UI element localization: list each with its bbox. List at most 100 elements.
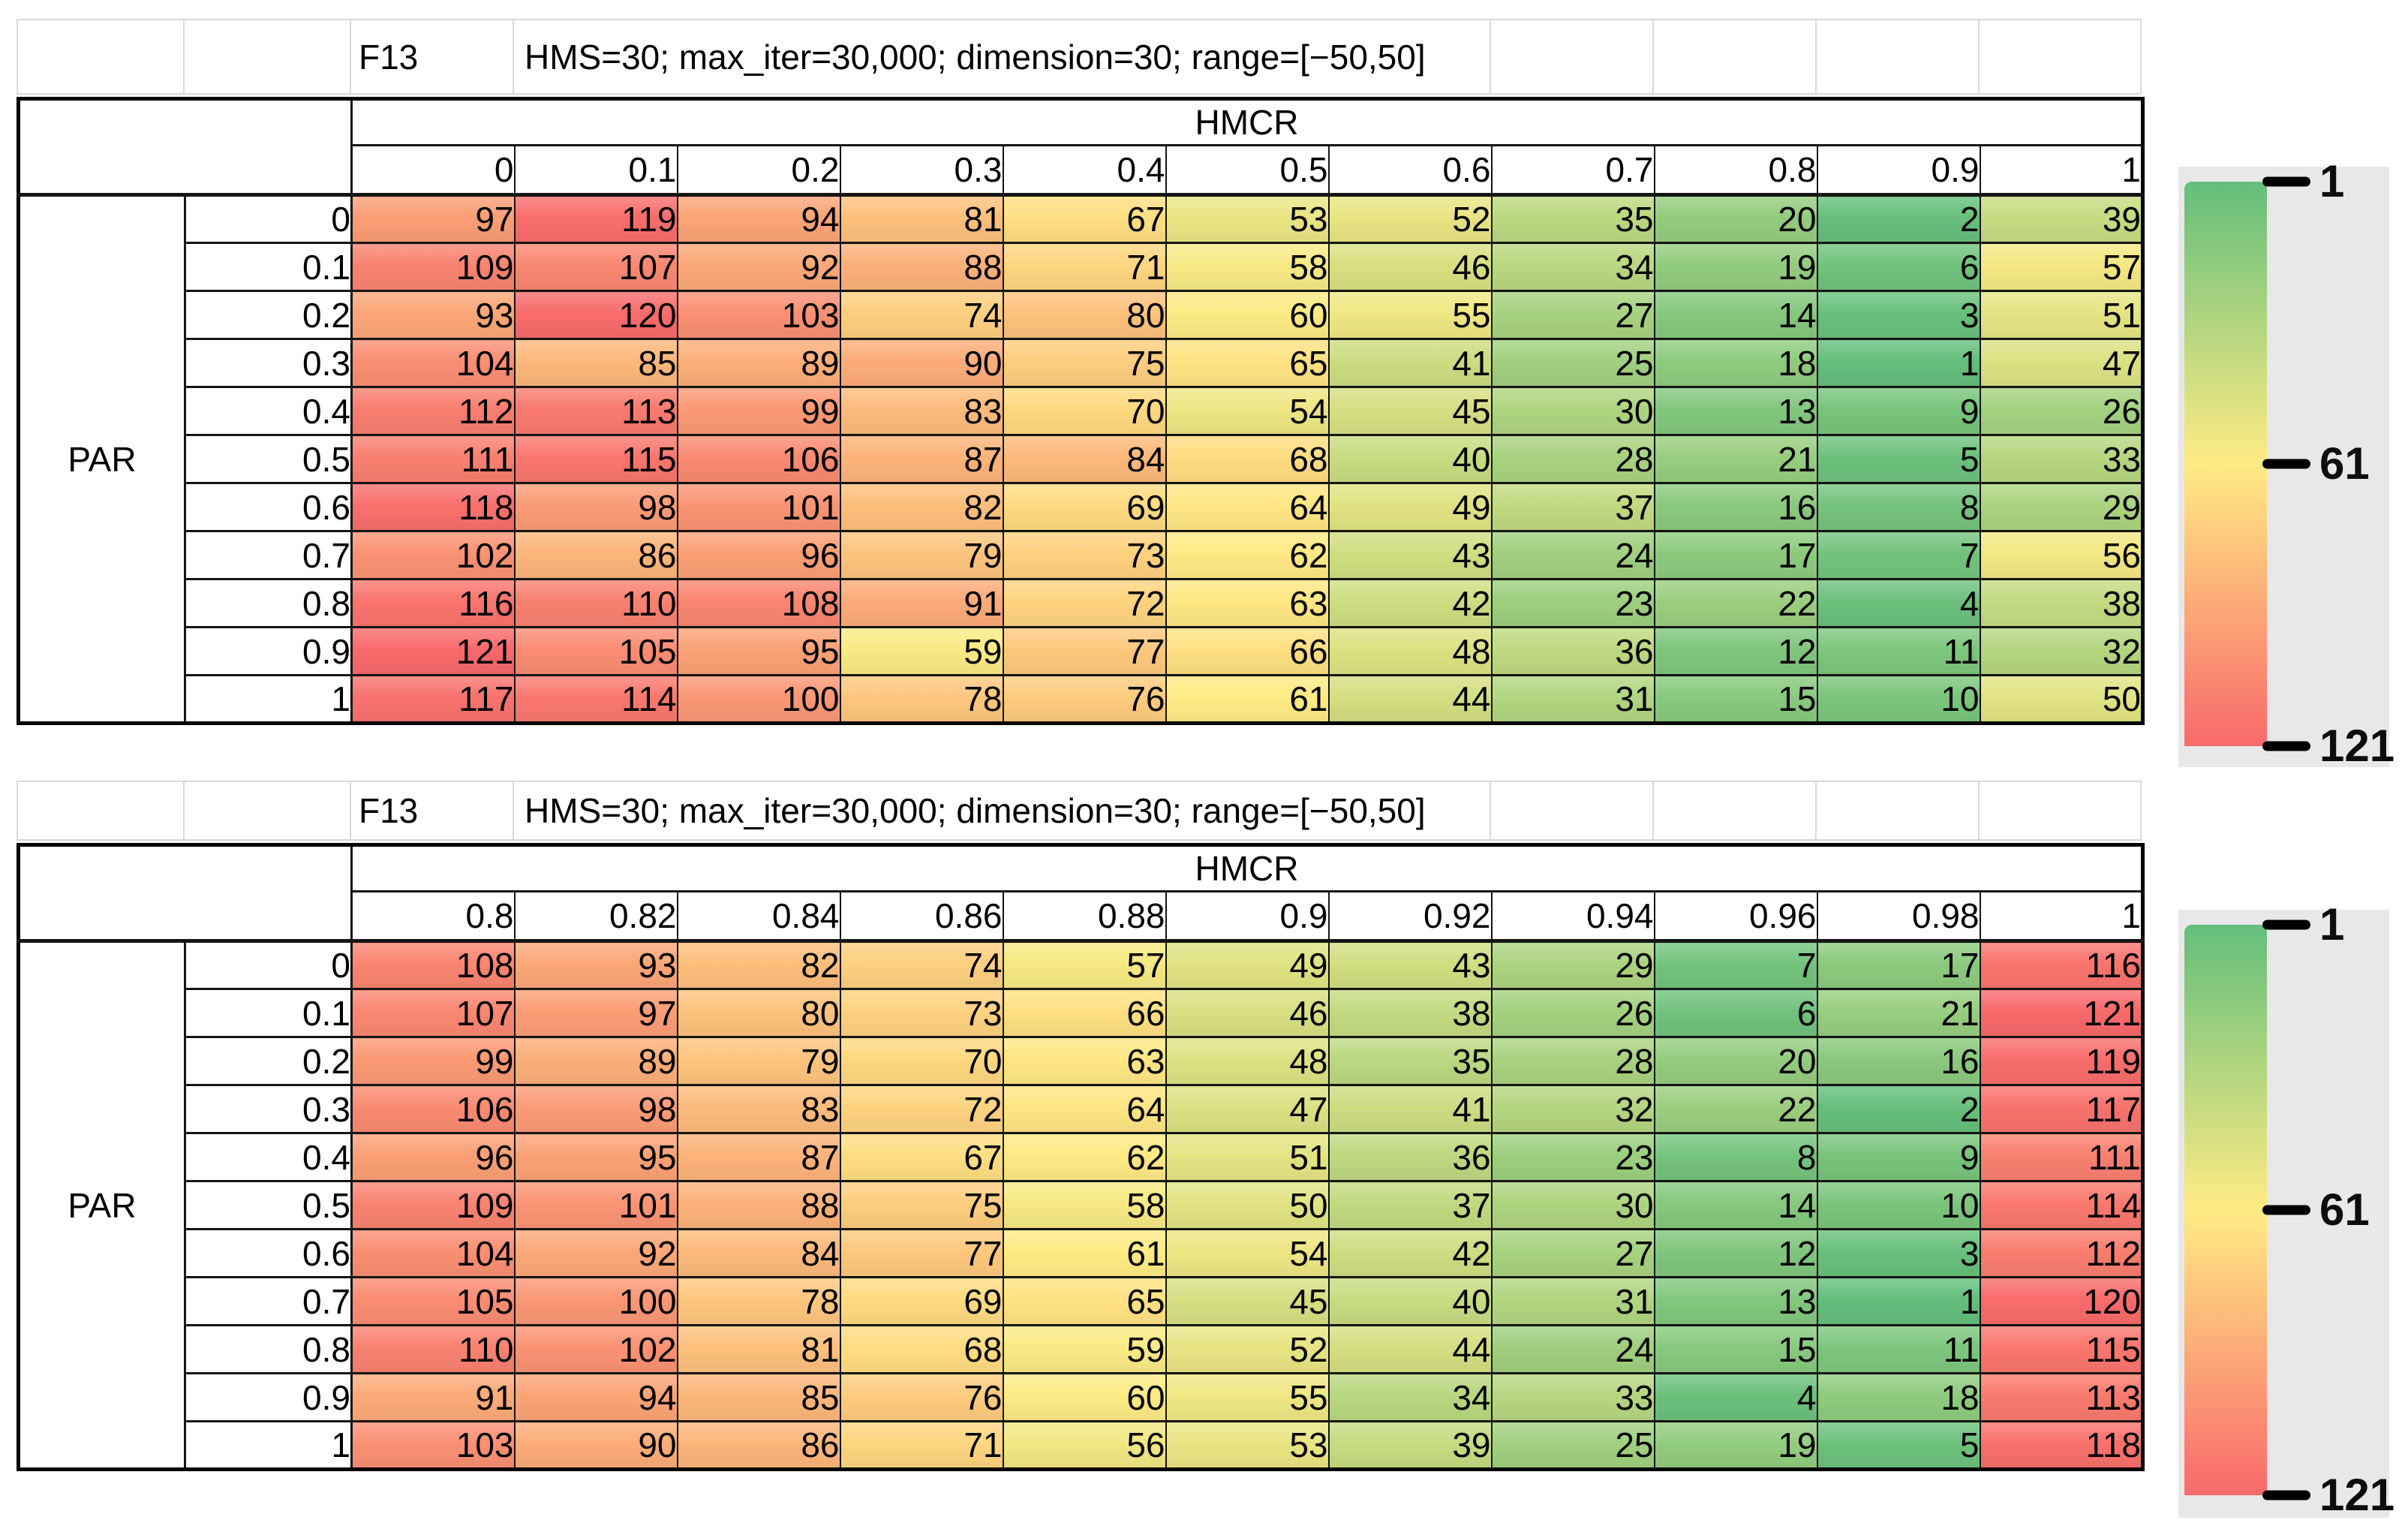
value-cell[interactable]: 35: [1490, 194, 1655, 243]
value-cell[interactable]: 37: [1327, 1180, 1492, 1230]
value-cell[interactable]: 65: [1165, 338, 1329, 387]
value-cell[interactable]: 81: [676, 1324, 840, 1374]
value-cell[interactable]: 2: [1816, 194, 1980, 243]
value-cell[interactable]: 98: [513, 482, 678, 531]
value-cell[interactable]: 39: [1327, 1420, 1492, 1470]
value-cell[interactable]: 117: [350, 674, 515, 724]
hmcr-header[interactable]: HMCR: [351, 98, 2143, 146]
value-cell[interactable]: 101: [513, 1180, 678, 1230]
par-row-label[interactable]: 0.7: [185, 530, 353, 579]
par-header[interactable]: PAR: [18, 194, 186, 724]
value-cell[interactable]: 93: [513, 940, 678, 989]
value-cell[interactable]: 44: [1327, 1324, 1492, 1374]
value-cell[interactable]: 13: [1653, 1276, 1817, 1326]
value-cell[interactable]: 84: [1002, 434, 1166, 483]
value-cell[interactable]: 45: [1327, 386, 1492, 435]
hmcr-col-label[interactable]: 0: [350, 145, 515, 197]
value-cell[interactable]: 46: [1327, 242, 1492, 291]
value-cell[interactable]: 33: [1979, 434, 2143, 483]
value-cell[interactable]: 30: [1490, 386, 1655, 435]
value-cell[interactable]: 121: [350, 626, 515, 676]
value-cell[interactable]: 39: [1979, 194, 2143, 243]
par-row-label[interactable]: 0.4: [185, 1132, 353, 1181]
value-cell[interactable]: 108: [676, 578, 840, 628]
value-cell[interactable]: 62: [1165, 530, 1329, 579]
value-cell[interactable]: 72: [1002, 578, 1166, 628]
value-cell[interactable]: 18: [1816, 1372, 1980, 1422]
value-cell[interactable]: 38: [1327, 988, 1492, 1037]
value-cell[interactable]: 35: [1327, 1036, 1492, 1085]
value-cell[interactable]: 96: [350, 1132, 515, 1181]
value-cell[interactable]: 48: [1327, 626, 1492, 676]
value-cell[interactable]: 34: [1327, 1372, 1492, 1422]
value-cell[interactable]: 58: [1002, 1180, 1166, 1230]
value-cell[interactable]: 50: [1979, 674, 2143, 724]
value-cell[interactable]: 87: [676, 1132, 840, 1181]
value-cell[interactable]: 47: [1165, 1084, 1329, 1133]
value-cell[interactable]: 66: [1002, 988, 1166, 1037]
value-cell[interactable]: 82: [839, 482, 1003, 531]
value-cell[interactable]: 8: [1816, 482, 1980, 531]
value-cell[interactable]: 116: [350, 578, 515, 628]
value-cell[interactable]: 100: [676, 674, 840, 724]
value-cell[interactable]: 91: [839, 578, 1003, 628]
value-cell[interactable]: 101: [676, 482, 840, 531]
value-cell[interactable]: 68: [1165, 434, 1329, 483]
par-row-label[interactable]: 0.2: [185, 290, 353, 339]
value-cell[interactable]: 82: [676, 940, 840, 989]
value-cell[interactable]: 28: [1490, 434, 1655, 483]
value-cell[interactable]: 91: [350, 1372, 515, 1422]
value-cell[interactable]: 30: [1490, 1180, 1655, 1230]
value-cell[interactable]: 32: [1490, 1084, 1655, 1133]
value-cell[interactable]: 114: [513, 674, 678, 724]
value-cell[interactable]: 19: [1653, 1420, 1817, 1470]
value-cell[interactable]: 67: [1002, 194, 1166, 243]
par-row-label[interactable]: 0.7: [185, 1276, 353, 1326]
hmcr-col-label[interactable]: 0.96: [1653, 891, 1817, 943]
value-cell[interactable]: 86: [676, 1420, 840, 1470]
value-cell[interactable]: 14: [1653, 290, 1817, 339]
value-cell[interactable]: 57: [1979, 242, 2143, 291]
value-cell[interactable]: 105: [350, 1276, 515, 1326]
value-cell[interactable]: 112: [1979, 1228, 2143, 1278]
value-cell[interactable]: 42: [1327, 1228, 1492, 1278]
value-cell[interactable]: 60: [1002, 1372, 1166, 1422]
value-cell[interactable]: 77: [1002, 626, 1166, 676]
value-cell[interactable]: 50: [1165, 1180, 1329, 1230]
value-cell[interactable]: 119: [513, 194, 678, 243]
value-cell[interactable]: 60: [1165, 290, 1329, 339]
value-cell[interactable]: 14: [1653, 1180, 1817, 1230]
value-cell[interactable]: 94: [676, 194, 840, 243]
value-cell[interactable]: 70: [839, 1036, 1003, 1085]
value-cell[interactable]: 37: [1490, 482, 1655, 531]
value-cell[interactable]: 70: [1002, 386, 1166, 435]
value-cell[interactable]: 78: [676, 1276, 840, 1326]
value-cell[interactable]: 57: [1002, 940, 1166, 989]
value-cell[interactable]: 34: [1490, 242, 1655, 291]
value-cell[interactable]: 49: [1165, 940, 1329, 989]
value-cell[interactable]: 45: [1165, 1276, 1329, 1326]
par-row-label[interactable]: 0.2: [185, 1036, 353, 1085]
value-cell[interactable]: 67: [839, 1132, 1003, 1181]
value-cell[interactable]: 95: [676, 626, 840, 676]
value-cell[interactable]: 68: [839, 1324, 1003, 1374]
corner-cell[interactable]: [18, 98, 353, 197]
value-cell[interactable]: 89: [676, 338, 840, 387]
hmcr-header[interactable]: HMCR: [351, 844, 2143, 892]
value-cell[interactable]: 23: [1490, 578, 1655, 628]
value-cell[interactable]: 31: [1490, 674, 1655, 724]
value-cell[interactable]: 28: [1490, 1036, 1655, 1085]
value-cell[interactable]: 49: [1327, 482, 1492, 531]
hmcr-col-label[interactable]: 0.1: [513, 145, 678, 197]
value-cell[interactable]: 19: [1653, 242, 1817, 291]
value-cell[interactable]: 40: [1327, 1276, 1492, 1326]
par-row-label[interactable]: 0: [185, 940, 353, 989]
value-cell[interactable]: 72: [839, 1084, 1003, 1133]
par-row-label[interactable]: 0.9: [185, 626, 353, 676]
value-cell[interactable]: 107: [513, 242, 678, 291]
value-cell[interactable]: 29: [1490, 940, 1655, 989]
par-row-label[interactable]: 0.8: [185, 578, 353, 628]
value-cell[interactable]: 83: [839, 386, 1003, 435]
value-cell[interactable]: 99: [350, 1036, 515, 1085]
hmcr-col-label[interactable]: 0.86: [839, 891, 1003, 943]
